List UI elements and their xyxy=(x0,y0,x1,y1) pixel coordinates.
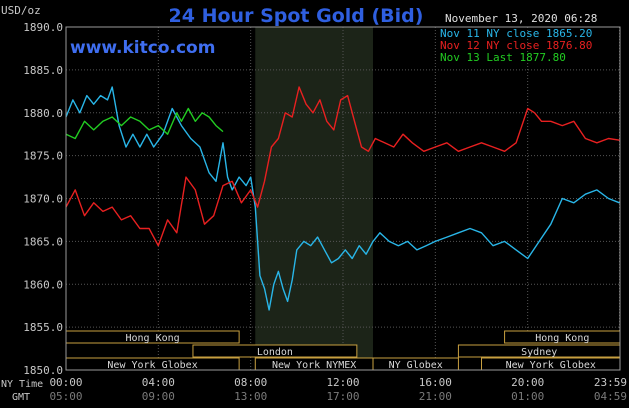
plot-frame xyxy=(65,26,621,371)
kitco-url: www.kitco.com xyxy=(70,38,215,58)
x-tick-label-gmt: 01:00 xyxy=(511,390,544,403)
session-block: New York NYMEX xyxy=(254,357,374,371)
trading-sessions: Hong Kong London New York Globex New York N… xyxy=(65,330,621,371)
x-tick-label-ny: 00:00 xyxy=(49,376,82,389)
y-tick-label: 1855.0 xyxy=(23,321,63,334)
x-tick-label-gmt: 13:00 xyxy=(234,390,267,403)
session-box xyxy=(192,344,358,358)
session-label: New York NYMEX xyxy=(272,360,356,371)
x-tick-label-ny: 20:00 xyxy=(511,376,544,389)
x-tick-label-ny: 12:00 xyxy=(326,376,359,389)
series-line-0 xyxy=(65,86,620,311)
session-block: Sydney xyxy=(457,344,621,358)
x-tick-label-gmt: 17:00 xyxy=(326,390,359,403)
session-label: Hong Kong xyxy=(125,333,179,344)
session-block: NY Globex xyxy=(372,357,459,371)
x-tick-label-ny: 04:00 xyxy=(142,376,175,389)
x-axis-ticks: 00:00 04:00 08:00 12:00 16:00 20:00 23:59 05:00… xyxy=(49,376,627,403)
x-tick-label-ny: 23:59 xyxy=(594,376,627,389)
y-tick-label: 1860.0 xyxy=(23,278,63,291)
chart-title: 24 Hour Spot Gold (Bid) xyxy=(169,5,424,27)
series-line-2 xyxy=(65,107,224,140)
y-tick-label: 1880.0 xyxy=(23,107,63,120)
x-tick-label-gmt: 05:00 xyxy=(49,390,82,403)
unit-label: USD/oz xyxy=(1,4,41,17)
timestamp: November 13, 2020 06:28 xyxy=(445,12,597,25)
y-tick-label: 1875.0 xyxy=(23,150,63,163)
legend: Nov 11 NY close 1865.20 Nov 12 NY close … xyxy=(440,27,592,64)
x-tick-label-gmt: 09:00 xyxy=(142,390,175,403)
y-axis-ticks: 1890.0 1885.0 1880.0 1875.0 1870.0 1865.0 1860… xyxy=(23,21,63,377)
session-block: Hong Kong xyxy=(65,330,240,344)
legend-entry-nov13: Nov 13 Last 1877.80 xyxy=(440,51,566,64)
x-tick-label-gmt: 21:00 xyxy=(419,390,452,403)
session-label: New York Globex xyxy=(107,360,197,371)
series-line-1 xyxy=(65,86,620,247)
session-label: London xyxy=(257,347,293,358)
session-block: New York Globex xyxy=(65,357,240,371)
price-series xyxy=(65,86,620,311)
session-block: New York Globex xyxy=(481,357,621,371)
session-block: Hong Kong xyxy=(504,330,621,344)
session-label: Hong Kong xyxy=(535,333,589,344)
legend-entry-nov11: Nov 11 NY close 1865.20 xyxy=(440,27,592,40)
session-label: Sydney xyxy=(521,347,557,358)
ny-time-row-label: NY Time xyxy=(1,379,43,390)
y-tick-label: 1870.0 xyxy=(23,193,63,206)
session-label: NY Globex xyxy=(389,360,443,371)
session-block: London xyxy=(192,344,358,358)
nymex-highlight-band xyxy=(255,27,374,370)
x-tick-label-ny: 16:00 xyxy=(419,376,452,389)
x-tick-label-ny: 08:00 xyxy=(234,376,267,389)
legend-entry-nov12: Nov 12 NY close 1876.80 xyxy=(440,39,592,52)
session-label: New York Globex xyxy=(506,360,596,371)
gmt-row-label: GMT xyxy=(12,392,30,403)
y-tick-label: 1850.0 xyxy=(23,364,63,377)
y-tick-label: 1885.0 xyxy=(23,64,63,77)
y-tick-label: 1865.0 xyxy=(23,235,63,248)
y-tick-label: 1890.0 xyxy=(23,21,63,34)
x-tick-label-gmt: 04:59 xyxy=(594,390,627,403)
